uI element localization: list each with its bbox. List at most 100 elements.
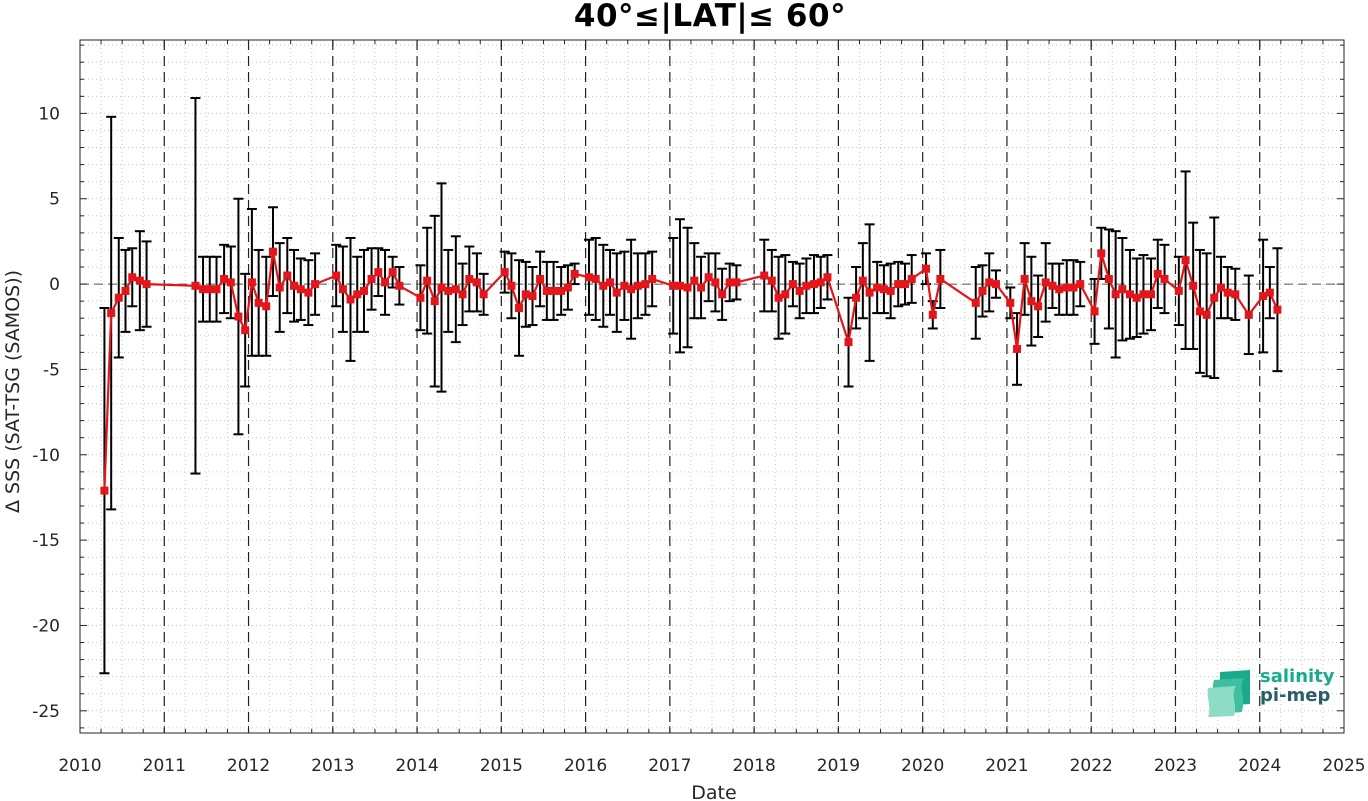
- data-point: [971, 298, 980, 307]
- axis-ticks: [79, 40, 1345, 733]
- data-point: [718, 290, 727, 299]
- data-point: [563, 283, 572, 292]
- data-point: [725, 278, 734, 287]
- y-tick-label: 5: [49, 190, 60, 210]
- data-point: [1265, 288, 1274, 297]
- x-tick-label: 2020: [901, 756, 944, 776]
- salinity-pimep-logo: salinity pi-mep: [1206, 666, 1346, 718]
- data-point: [852, 293, 861, 302]
- data-point: [338, 285, 347, 294]
- data-point: [536, 274, 545, 283]
- data-point: [816, 278, 825, 287]
- data-point: [1153, 269, 1162, 278]
- data-point: [1097, 249, 1106, 258]
- data-point: [767, 276, 776, 285]
- x-tick-label: 2022: [1070, 756, 1113, 776]
- data-point: [669, 281, 678, 290]
- data-point: [367, 274, 376, 283]
- data-point: [521, 290, 530, 299]
- data-point: [388, 268, 397, 277]
- x-tick-label: 2014: [395, 756, 438, 776]
- data-point: [114, 293, 123, 302]
- data-point: [135, 276, 144, 285]
- data-point: [802, 281, 811, 290]
- data-point: [886, 286, 895, 295]
- y-tick-label: -25: [32, 702, 60, 722]
- data-point: [1244, 310, 1253, 319]
- data-point: [788, 280, 797, 289]
- data-point: [612, 288, 621, 297]
- x-tick-label: 2013: [311, 756, 354, 776]
- data-point: [1111, 290, 1120, 299]
- y-tick-label: 10: [38, 104, 60, 124]
- data-point: [1259, 292, 1268, 301]
- y-tick-label: -15: [32, 531, 60, 551]
- x-tick-label: 2018: [733, 756, 776, 776]
- logo-text-salinity: salinity: [1260, 666, 1335, 687]
- y-axis-label: Δ SSS (SAT-TSG (SAMOS)): [2, 270, 24, 513]
- data-point: [900, 280, 909, 289]
- y-tick-label: -5: [43, 360, 60, 380]
- data-point: [549, 286, 558, 295]
- data-point: [711, 278, 720, 287]
- x-tick-label: 2019: [817, 756, 860, 776]
- y-tick-label: -10: [32, 446, 60, 466]
- wave-logo-icon: [1207, 670, 1250, 717]
- data-point: [732, 278, 741, 287]
- data-point: [648, 274, 657, 283]
- data-point: [416, 293, 425, 302]
- data-point: [1118, 285, 1127, 294]
- data-point: [809, 280, 818, 289]
- data-point: [283, 271, 292, 280]
- data-point: [1027, 297, 1036, 306]
- data-point: [774, 293, 783, 302]
- data-point: [823, 273, 832, 282]
- x-tick-label: 2016: [564, 756, 607, 776]
- data-point: [1006, 298, 1015, 307]
- data-point: [1076, 280, 1085, 289]
- data-point: [894, 280, 903, 289]
- data-point: [128, 273, 137, 282]
- x-tick-label: 2011: [143, 756, 186, 776]
- data-point: [1041, 278, 1050, 287]
- data-point: [1125, 290, 1134, 299]
- data-point: [458, 290, 467, 299]
- data-point: [395, 281, 404, 290]
- data-point: [212, 285, 221, 294]
- data-point: [641, 280, 650, 289]
- data-point: [1147, 290, 1156, 299]
- data-point: [1174, 286, 1183, 295]
- data-point: [795, 286, 804, 295]
- data-point: [1195, 307, 1204, 316]
- data-point: [879, 285, 888, 294]
- data-point: [304, 288, 313, 297]
- data-point: [346, 295, 355, 304]
- data-point: [451, 285, 460, 294]
- data-point: [423, 276, 432, 285]
- data-point: [290, 281, 299, 290]
- data-point: [444, 286, 453, 295]
- data-point: [359, 286, 368, 295]
- data-point: [191, 281, 200, 290]
- data-point: [865, 288, 874, 297]
- data-point: [262, 302, 271, 311]
- data-point: [226, 278, 235, 287]
- data-points: [100, 247, 1282, 495]
- data-point: [1139, 290, 1148, 299]
- data-point: [107, 309, 116, 318]
- data-point: [1069, 283, 1078, 292]
- data-point: [241, 326, 250, 335]
- data-point: [142, 280, 151, 289]
- data-point: [620, 281, 629, 290]
- y-tick-label: -20: [32, 616, 60, 636]
- data-point: [275, 283, 284, 292]
- data-point: [1055, 285, 1064, 294]
- data-point: [704, 273, 713, 282]
- data-point: [570, 269, 579, 278]
- data-point: [247, 278, 256, 287]
- data-point: [928, 310, 937, 319]
- data-point: [507, 281, 516, 290]
- x-tick-label: 2015: [480, 756, 523, 776]
- data-point: [922, 264, 931, 273]
